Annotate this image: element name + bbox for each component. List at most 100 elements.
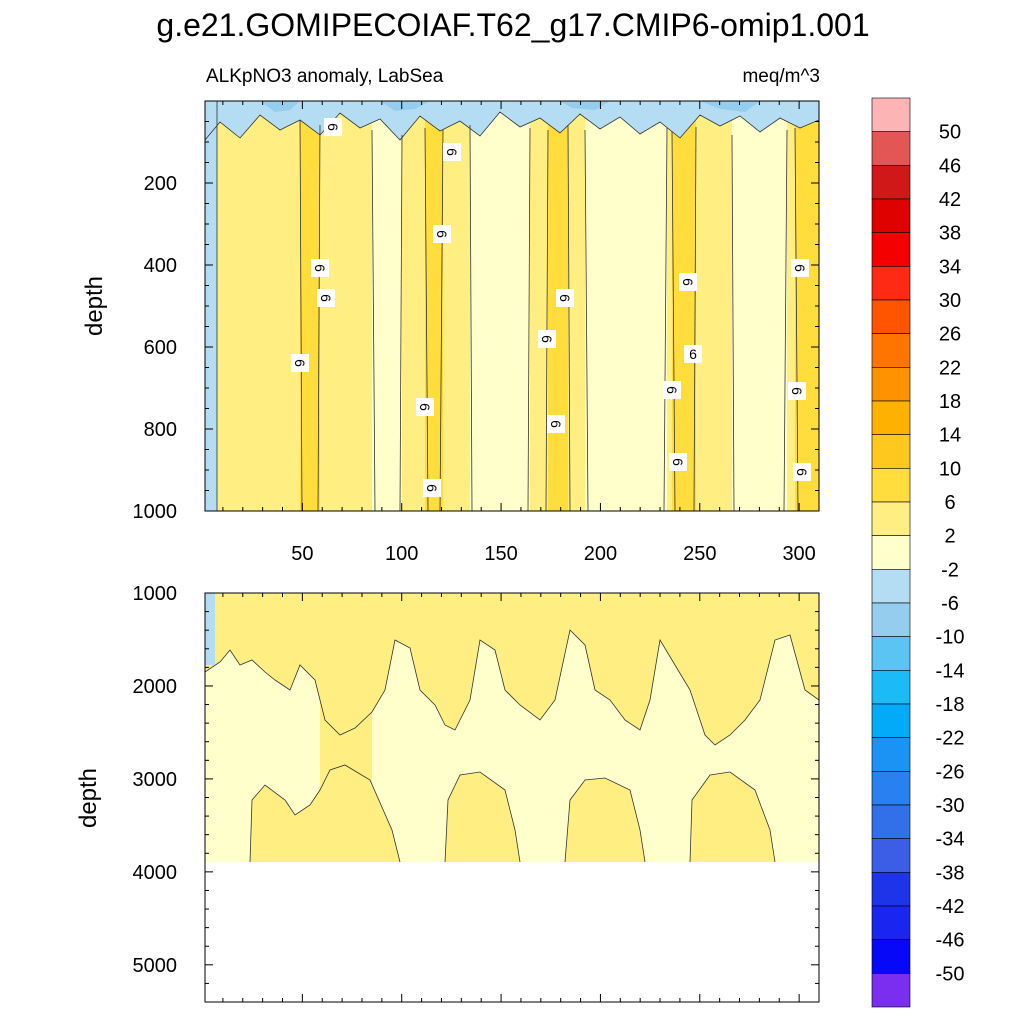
contour-label: 6	[669, 453, 687, 471]
colorbar-label: -18	[936, 694, 965, 716]
contour-label-box	[423, 479, 441, 497]
contour-label-box	[416, 398, 434, 416]
upper-x-tick-group: 50 100 150 200 250 300	[222, 101, 820, 565]
colorbar-label: 2	[944, 526, 955, 548]
y-tick-label: 600	[144, 337, 177, 359]
colorbar-label: -14	[936, 660, 965, 682]
colorbar-swatch	[871, 872, 911, 907]
colorbar-label: -26	[936, 761, 965, 783]
contour-label-text: 6	[557, 294, 573, 302]
y-tick-label: 200	[144, 173, 177, 195]
colorbar-label: 38	[939, 223, 961, 245]
contour-label-box	[793, 463, 811, 481]
colorbar-label: -34	[936, 829, 965, 851]
colorbar-swatch	[871, 905, 911, 940]
contour-label-text: 6	[664, 386, 680, 394]
upper-light-band	[372, 101, 402, 511]
contour-label-box	[324, 118, 342, 136]
colorbar-label: 6	[944, 492, 955, 514]
upper-contour-lines	[205, 101, 819, 511]
units-subtitle: meq/m^3	[742, 66, 820, 87]
figure-title: g.e21.GOMIPECOIAF.T62_g17.CMIP6-omip1.00…	[156, 7, 869, 43]
x-tick-label: 200	[584, 543, 617, 565]
contour-label: 6	[317, 289, 335, 307]
x-tick-label: 250	[683, 543, 716, 565]
contour-label: 6	[663, 381, 681, 399]
colorbar-swatch	[871, 299, 911, 334]
contour-label-box	[547, 415, 565, 433]
colorbar-label: 30	[939, 290, 961, 312]
upper-surface-negative-strong	[260, 101, 760, 112]
lower-contour-lines	[205, 629, 819, 863]
contour-label: 6	[291, 354, 309, 372]
colorbar-swatch	[871, 266, 911, 301]
colorbar-label: 50	[939, 122, 961, 144]
colorbar-swatch	[871, 97, 911, 132]
x-tick-label: 100	[385, 543, 418, 565]
y-tick-label: 4000	[133, 862, 178, 884]
contour-label-box	[684, 345, 702, 363]
contour-label-text: 6	[548, 420, 564, 428]
contour-label: 6	[793, 463, 811, 481]
x-tick-label: 150	[484, 543, 517, 565]
contour-label-text: 6	[689, 346, 697, 362]
colorbar-swatch	[871, 165, 911, 200]
colorbar-label: 10	[939, 458, 961, 480]
contour-label: 6	[443, 143, 461, 161]
upper-warm-band	[672, 101, 696, 511]
upper-y-axis-label: depth	[81, 276, 108, 336]
colorbar-swatch	[871, 232, 911, 267]
contour-label: 6	[433, 225, 451, 243]
colorbar-label: -10	[936, 627, 965, 649]
colorbar-swatch	[871, 804, 911, 839]
contour-label-text: 6	[794, 468, 810, 476]
contour-label-box	[679, 273, 697, 291]
contour-label: 6	[556, 289, 574, 307]
colorbar-label: 46	[939, 155, 961, 177]
contour-label: 6	[679, 273, 697, 291]
y-tick-label: 2000	[133, 676, 178, 698]
contour-label: 6	[416, 398, 434, 416]
colorbar-swatch	[871, 333, 911, 368]
contour-label-box	[311, 259, 329, 277]
colorbar-swatch	[871, 198, 911, 233]
colorbar-label: -50	[936, 963, 965, 985]
colorbar-swatch	[871, 569, 911, 604]
colorbar-label: -2	[941, 559, 959, 581]
contour-label-text: 6	[312, 264, 328, 272]
contour-label: 6	[547, 415, 565, 433]
contour-label: 6	[538, 330, 556, 348]
colorbar-label: -42	[936, 896, 965, 918]
contour-label-text: 6	[539, 335, 555, 343]
colorbar-swatch	[871, 468, 911, 503]
y-tick-label: 800	[144, 419, 177, 441]
contour-label-text: 6	[434, 230, 450, 238]
contour-label-text: 6	[417, 403, 433, 411]
upper-light-band	[470, 101, 530, 511]
colorbar-label: 42	[939, 189, 961, 211]
colorbar-swatch	[871, 636, 911, 671]
lower-panel: 1000 2000 3000 4000 5000 depth	[75, 583, 820, 1003]
y-tick-label: 1000	[133, 501, 178, 523]
contour-label-text: 6	[789, 387, 805, 395]
upper-surface-negative	[205, 101, 819, 140]
lower-plot-area	[205, 593, 819, 863]
contour-label-text: 6	[792, 264, 808, 272]
colorbar: 50 46 42 38 34 30 26 22 18 14 10 6 2 -2 -6 -10 -14 -18 -22…	[871, 97, 965, 1008]
colorbar-swatch	[871, 501, 911, 536]
x-tick-label: 50	[291, 543, 313, 565]
contour-label-box	[317, 289, 335, 307]
upper-plot-area: 6 6 6 6 6 6 6 6 6 6 6 6 6 6 6 6 6 6	[205, 101, 819, 511]
contour-label: 6	[324, 118, 342, 136]
upper-warm-band	[300, 101, 320, 511]
upper-light-band	[732, 101, 787, 511]
lower-negative-edge	[205, 593, 215, 665]
contour-label-text: 6	[424, 484, 440, 492]
contour-label-box	[788, 382, 806, 400]
lower-deep-positive	[250, 765, 775, 862]
colorbar-label: -6	[941, 593, 959, 615]
contour-label-box	[433, 225, 451, 243]
y-tick-label: 400	[144, 255, 177, 277]
colorbar-swatch	[871, 400, 911, 435]
colorbar-label: 26	[939, 324, 961, 346]
